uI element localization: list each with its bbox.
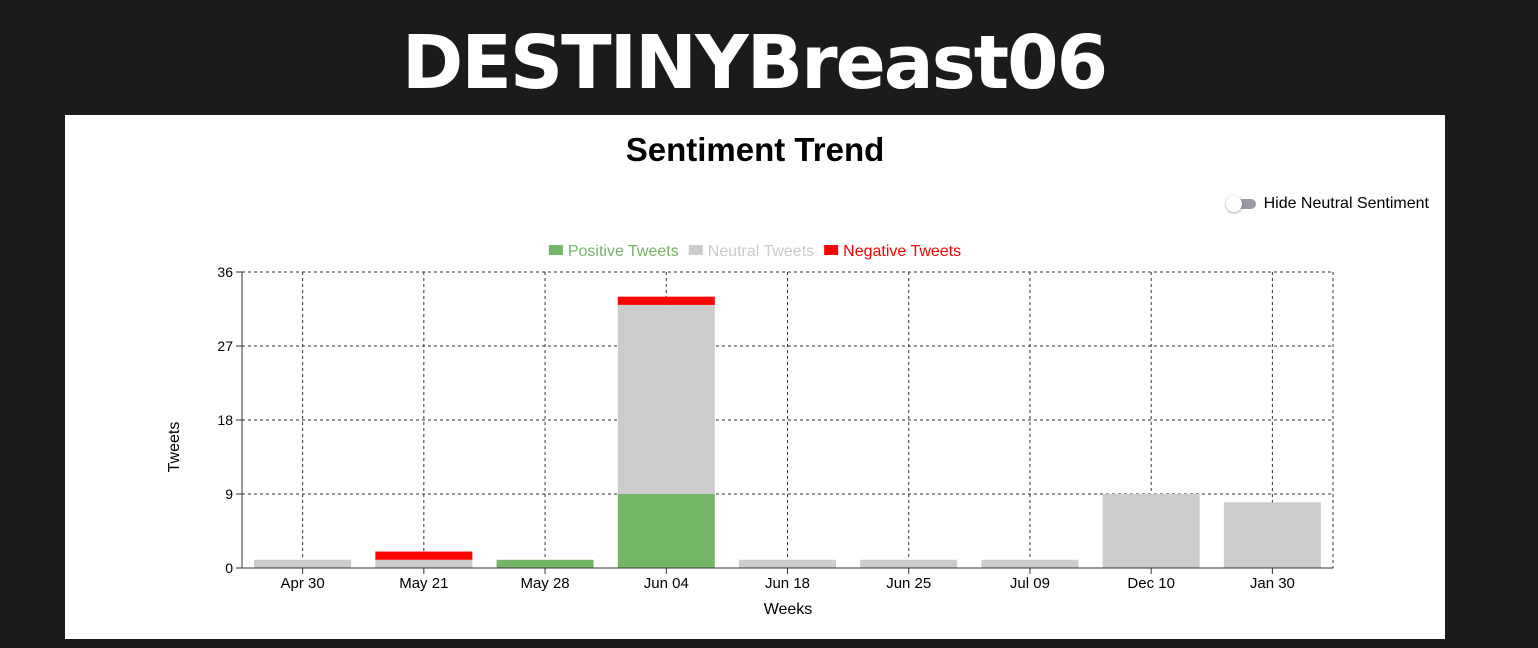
bar-segment [981, 560, 1078, 568]
x-axis-label: Weeks [764, 601, 813, 618]
y-tick-label: 27 [217, 338, 233, 354]
bar-segment [618, 305, 715, 494]
y-tick-label: 36 [217, 264, 233, 280]
x-tick-label: Dec 10 [1127, 575, 1175, 592]
bar-segment [739, 560, 836, 568]
legend-label: Negative Tweets [843, 243, 961, 260]
x-tick-label: Jun 18 [765, 575, 810, 592]
y-tick-label: 18 [217, 412, 233, 428]
x-tick-label: Jun 25 [886, 575, 931, 592]
legend: Positive Tweets Neutral Tweets Negative Tw… [549, 243, 961, 260]
y-axis-label: Tweets [166, 422, 183, 473]
bar-segment [1224, 502, 1321, 568]
x-tick-label: Jun 04 [644, 575, 689, 592]
x-tick-label: Apr 30 [281, 575, 325, 592]
y-tick-label: 0 [225, 560, 233, 576]
y-tick-label: 9 [225, 486, 233, 502]
bar-segment [254, 560, 351, 568]
bar-segment [375, 552, 472, 560]
x-tick-label: May 21 [399, 575, 448, 592]
bar-segment [860, 560, 957, 568]
bar-segment [618, 297, 715, 305]
bar-segment [1103, 494, 1200, 568]
x-tick-label: Jul 09 [1010, 575, 1050, 592]
legend-label: Neutral Tweets [708, 243, 814, 260]
legend-swatch [689, 245, 703, 255]
bar-segment [618, 494, 715, 568]
legend-swatch [824, 245, 838, 255]
x-tick-label: Jan 30 [1250, 575, 1295, 592]
legend-swatch [549, 245, 563, 255]
bar-segment [375, 560, 472, 568]
chart-panel: Sentiment Trend Hide Neutral Sentiment P… [65, 115, 1445, 639]
bar-segment [497, 560, 594, 568]
page-title: DESTINYBreast06 [0, 18, 1508, 108]
x-tick-label: May 28 [520, 575, 569, 592]
sentiment-chart: Positive Tweets Neutral Tweets Negative Tw… [65, 115, 1445, 639]
bars [254, 297, 1321, 568]
legend-label: Positive Tweets [568, 243, 679, 260]
